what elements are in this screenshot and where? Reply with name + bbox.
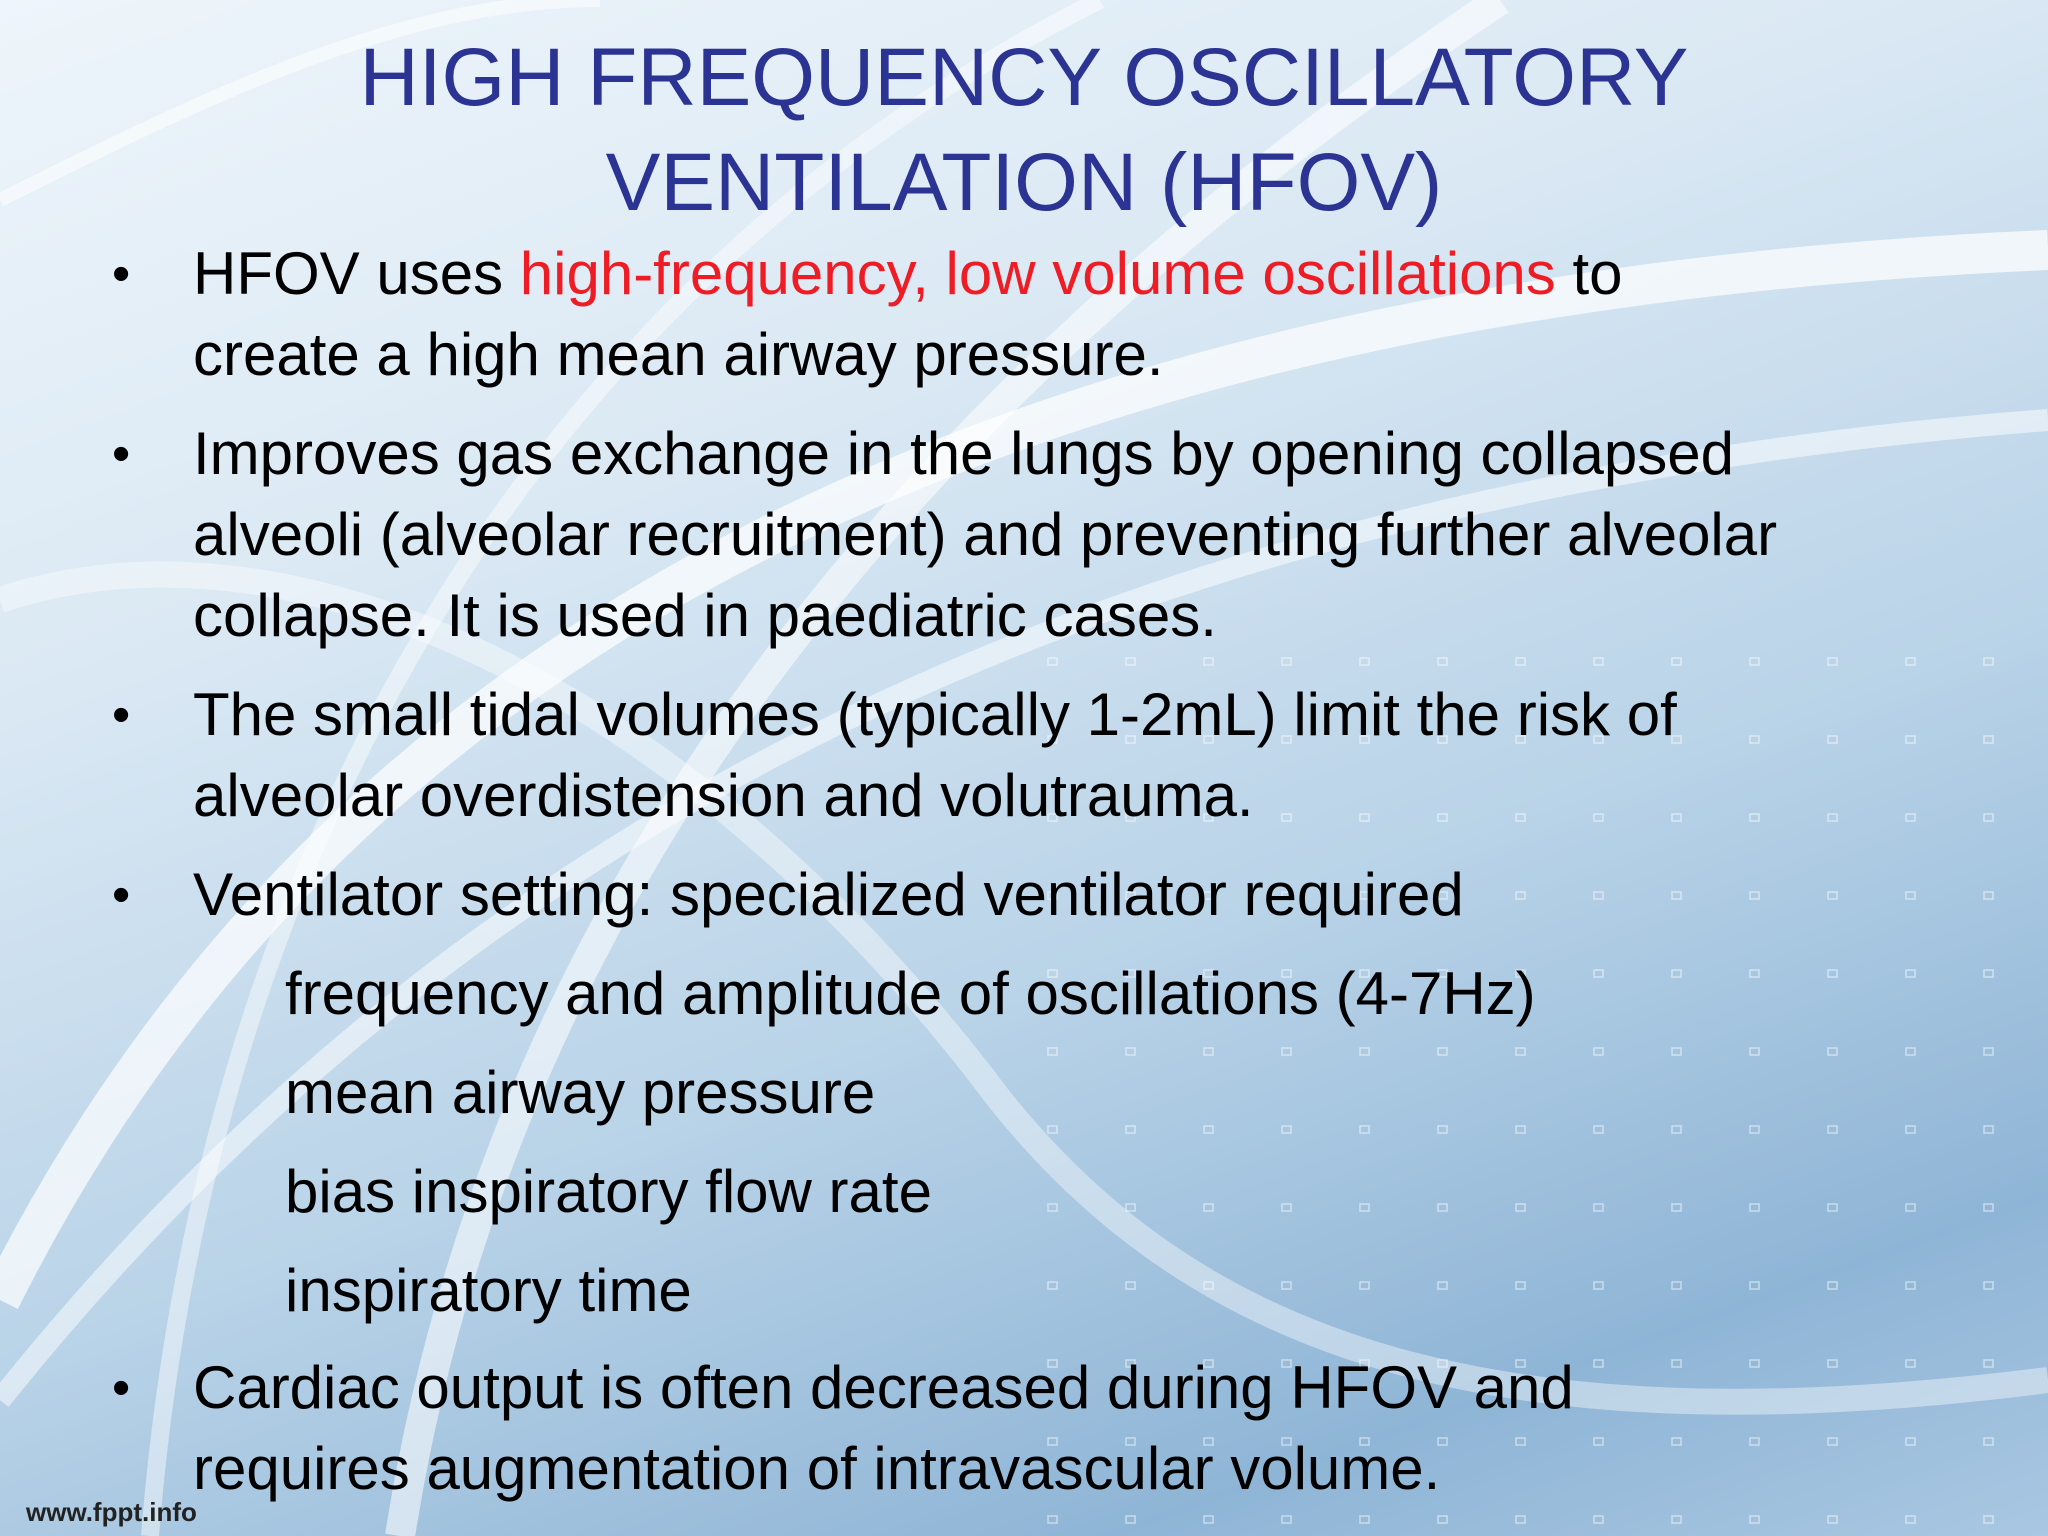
- bullet-text: Improves gas exchange in the lungs by op…: [193, 414, 1734, 494]
- bullet-text: The small tidal volumes (typically 1-2mL…: [193, 675, 1677, 755]
- bullet-symbol: •: [112, 425, 131, 483]
- text-run: Ventilator setting: specialized ventilat…: [193, 861, 1464, 928]
- text-run: create a high mean airway pressure.: [193, 321, 1164, 388]
- bullet-text: requires augmentation of intravascular v…: [193, 1429, 1440, 1509]
- bullet-text: alveolar overdistension and volutrauma.: [193, 756, 1254, 836]
- text-run: HFOV uses: [193, 240, 520, 307]
- sub-item: bias inspiratory flow rate: [285, 1158, 932, 1225]
- sub-item: frequency and amplitude of oscillations …: [285, 960, 1536, 1027]
- text-run: Cardiac output is often decreased during…: [193, 1354, 1574, 1421]
- text-run: requires augmentation of intravascular v…: [193, 1435, 1441, 1502]
- highlighted-text: high-frequency, low volume oscillations: [519, 240, 1556, 307]
- bullet-symbol: •: [112, 866, 131, 924]
- bullet-text: collapse. It is used in paediatric cases…: [193, 576, 1217, 656]
- sub-item: mean airway pressure: [285, 1059, 876, 1126]
- sub-item: inspiratory time: [285, 1257, 692, 1324]
- bullet-text: HFOV uses high-frequency, low volume osc…: [193, 234, 1623, 314]
- text-run: to: [1555, 240, 1623, 307]
- bullet-text: alveoli (alveolar recruitment) and preve…: [193, 495, 1777, 575]
- slide-title: HIGH FREQUENCY OSCILLATORY: [359, 32, 1689, 123]
- text-run: alveolar overdistension and volutrauma.: [193, 762, 1254, 829]
- footer-url: www.fppt.info: [26, 1497, 197, 1527]
- slide-title: VENTILATION (HFOV): [605, 137, 1443, 228]
- bullet-text: create a high mean airway pressure.: [193, 315, 1164, 395]
- bullet-symbol: •: [112, 686, 131, 744]
- text-run: The small tidal volumes (typically 1-2mL…: [193, 681, 1677, 748]
- bullet-symbol: •: [112, 1359, 131, 1417]
- bullet-text: Cardiac output is often decreased during…: [193, 1348, 1574, 1428]
- text-run: alveoli (alveolar recruitment) and preve…: [193, 501, 1778, 568]
- text-run: collapse. It is used in paediatric cases…: [193, 582, 1217, 649]
- bullet-text: Ventilator setting: specialized ventilat…: [193, 855, 1464, 935]
- bullet-symbol: •: [112, 245, 131, 303]
- text-run: Improves gas exchange in the lungs by op…: [193, 420, 1735, 487]
